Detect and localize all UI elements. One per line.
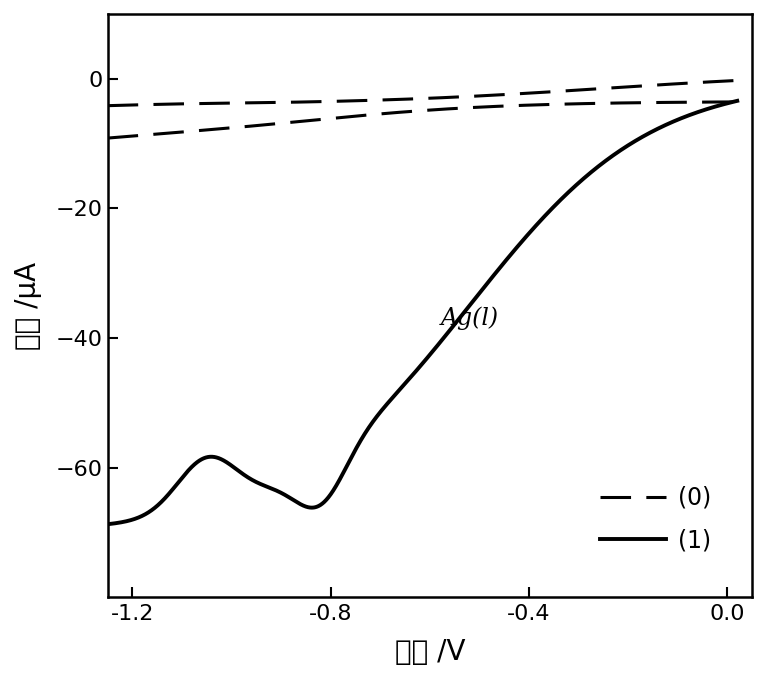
Legend: (0), (1): (0), (1)	[591, 477, 721, 562]
(1)	[103, 520, 113, 528]
Text: Ag(l): Ag(l)	[440, 307, 499, 330]
(1)	[653, 125, 662, 133]
(1)	[175, 477, 184, 485]
(1)	[372, 413, 381, 421]
(0)	[212, 99, 221, 107]
(0)	[372, 96, 381, 104]
(0)	[345, 97, 354, 105]
Y-axis label: 电流 /μA: 电流 /μA	[14, 262, 42, 350]
X-axis label: 电位 /V: 电位 /V	[394, 638, 465, 666]
(0)	[732, 76, 741, 84]
(1)	[732, 97, 741, 105]
(0)	[103, 101, 113, 109]
(1)	[212, 454, 221, 462]
Line: (0): (0)	[108, 80, 737, 105]
Line: (1): (1)	[108, 101, 737, 524]
(0)	[653, 81, 662, 89]
(1)	[720, 100, 729, 108]
(1)	[345, 458, 354, 466]
(0)	[175, 100, 184, 108]
(0)	[720, 77, 729, 85]
